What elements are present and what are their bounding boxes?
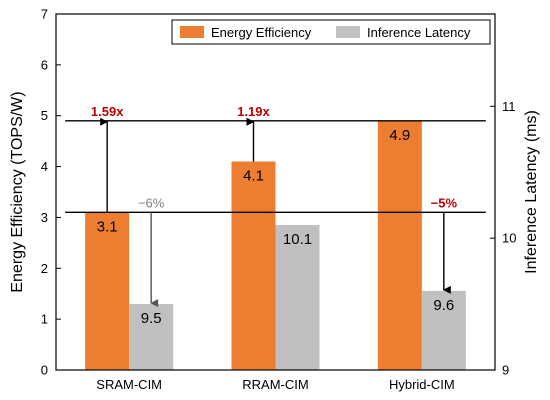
bar-inference-latency-0 <box>129 304 174 370</box>
y-tick-label-6: 6 <box>41 57 48 72</box>
y-tick-label-4: 4 <box>41 159 48 174</box>
y-tick-label-7: 7 <box>41 7 48 22</box>
legend-label-1: Inference Latency <box>367 25 471 40</box>
legend-label-0: Energy Efficiency <box>211 25 312 40</box>
annotation-0: 1.59x <box>91 104 124 119</box>
data-label-energy-efficiency-0: 3.1 <box>97 218 118 235</box>
bar-inference-latency-1 <box>275 224 320 370</box>
y-tick-label-2: 2 <box>41 261 48 276</box>
data-label-inference-latency-2: 9.6 <box>433 297 454 314</box>
bar-energy-efficiency-1 <box>231 161 276 370</box>
legend-box <box>171 19 491 45</box>
bars-layer <box>85 120 466 370</box>
y-tick-label-3: 3 <box>41 210 48 225</box>
legend-swatch-0 <box>180 26 204 38</box>
x-tick-label-2: Hybrid-CIM <box>389 377 455 392</box>
x-tick-label-0: SRAM-CIM <box>96 377 162 392</box>
x-tick-label-1: RRAM-CIM <box>242 377 308 392</box>
y-tick-label-0: 0 <box>41 363 48 378</box>
y2-tick-label-2: 11 <box>502 99 516 114</box>
annotation-2: −6% <box>138 195 165 210</box>
bar-energy-efficiency-0 <box>85 212 130 370</box>
plot-frame <box>55 13 496 371</box>
legend-swatch-1 <box>336 26 360 38</box>
data-labels-layer: 3.1 4.1 4.9 9.5 10.1 9.6 1.59x 1.19x −6% −5% <box>91 104 458 327</box>
data-label-energy-efficiency-1: 4.1 <box>243 167 264 184</box>
bar-inference-latency-2 <box>421 290 466 370</box>
y-tick-label-5: 5 <box>41 108 48 123</box>
legend: Energy Efficiency Inference Latency <box>171 19 491 45</box>
annotation-1: 1.19x <box>237 104 270 119</box>
data-label-inference-latency-1: 10.1 <box>283 231 312 248</box>
bar-energy-efficiency-2 <box>377 120 422 370</box>
y2-tick-label-0: 9 <box>502 363 509 378</box>
y-axis-title: Energy Efficiency (TOPS/W) <box>9 91 26 292</box>
y2-tick-label-1: 10 <box>502 231 516 246</box>
data-label-energy-efficiency-2: 4.9 <box>389 127 410 144</box>
y2-axis-title: Inference Latency (ms) <box>523 110 540 274</box>
annotation-3: −5% <box>431 195 458 210</box>
axes-layer: 0 1 2 3 4 5 6 7 9 10 11 SRAM-CIM RRAM-CIM Hybrid-CIM E… <box>9 7 540 393</box>
data-label-inference-latency-0: 9.5 <box>141 310 162 327</box>
reference-lines-layer <box>65 117 486 308</box>
y-tick-label-1: 1 <box>41 312 48 327</box>
